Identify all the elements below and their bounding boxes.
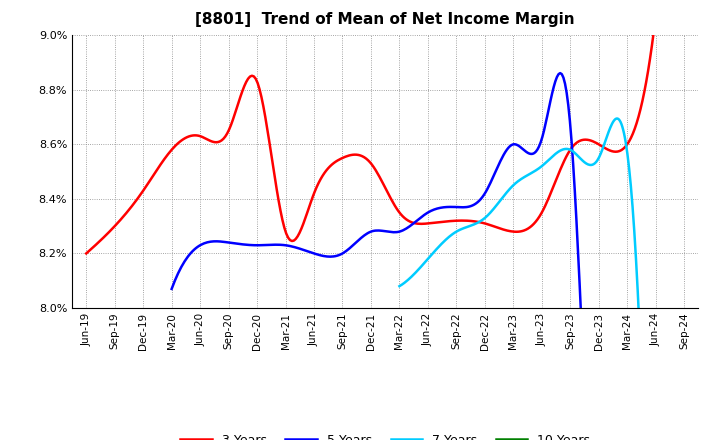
3 Years bbox=[562, 154, 570, 159]
7 Years bbox=[552, 150, 561, 156]
3 Years bbox=[421, 221, 430, 226]
7 Years bbox=[611, 117, 620, 122]
5 Years bbox=[577, 315, 585, 321]
5 Years bbox=[456, 205, 464, 210]
7 Years bbox=[629, 204, 637, 209]
5 Years bbox=[556, 70, 564, 76]
3 Years bbox=[84, 249, 92, 254]
5 Years bbox=[464, 204, 472, 209]
7 Years bbox=[613, 116, 621, 121]
5 Years bbox=[167, 286, 176, 292]
3 Years bbox=[431, 220, 439, 225]
7 Years bbox=[395, 283, 404, 289]
3 Years bbox=[652, 14, 660, 19]
3 Years bbox=[82, 251, 91, 256]
Title: [8801]  Trend of Mean of Net Income Margin: [8801] Trend of Mean of Net Income Margi… bbox=[195, 12, 575, 27]
7 Years bbox=[546, 155, 555, 160]
5 Years bbox=[169, 282, 178, 287]
Line: 5 Years: 5 Years bbox=[171, 73, 656, 440]
7 Years bbox=[396, 283, 405, 288]
3 Years bbox=[419, 221, 428, 227]
Line: 3 Years: 3 Years bbox=[86, 16, 656, 253]
3 Years bbox=[598, 144, 607, 149]
7 Years bbox=[548, 154, 557, 160]
Line: 7 Years: 7 Years bbox=[400, 118, 656, 440]
Legend: 3 Years, 5 Years, 7 Years, 10 Years: 3 Years, 5 Years, 7 Years, 10 Years bbox=[176, 429, 595, 440]
5 Years bbox=[454, 205, 462, 210]
